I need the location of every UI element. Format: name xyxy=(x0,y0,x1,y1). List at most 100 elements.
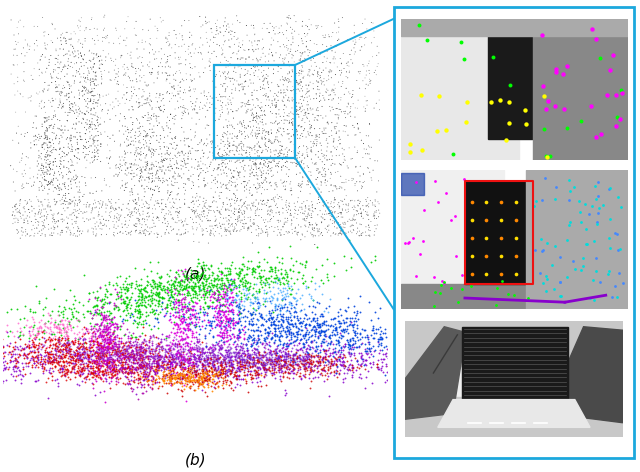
Point xyxy=(376,367,387,374)
Point xyxy=(273,153,284,160)
Point xyxy=(49,324,59,331)
Point xyxy=(164,352,174,360)
Point xyxy=(174,56,184,63)
Point xyxy=(70,338,81,346)
Point xyxy=(157,358,168,366)
Point xyxy=(282,287,292,294)
Point xyxy=(37,361,47,368)
Point xyxy=(42,147,52,155)
Point xyxy=(75,360,85,368)
Point xyxy=(140,96,150,103)
Point xyxy=(268,52,278,59)
Point xyxy=(211,73,221,80)
Point xyxy=(250,37,260,45)
Point xyxy=(172,164,182,172)
Point xyxy=(170,286,180,293)
Point xyxy=(0,356,2,363)
Point xyxy=(111,162,121,169)
Point xyxy=(144,146,154,154)
Point xyxy=(24,334,34,342)
Point xyxy=(267,164,277,171)
Point xyxy=(232,310,242,318)
Point xyxy=(249,334,259,342)
Point xyxy=(207,269,217,276)
Point xyxy=(291,160,301,167)
Point xyxy=(207,298,218,306)
Point xyxy=(120,358,131,366)
Point xyxy=(156,158,166,165)
Point xyxy=(240,282,250,290)
Point xyxy=(147,385,157,392)
Point xyxy=(158,363,168,371)
Point xyxy=(68,354,79,362)
Point xyxy=(229,338,239,346)
Point xyxy=(77,366,87,374)
Point xyxy=(269,320,279,328)
Point xyxy=(441,126,451,134)
Point xyxy=(178,36,188,43)
Point xyxy=(91,109,101,117)
Point xyxy=(282,178,292,185)
Point xyxy=(282,112,292,119)
Point xyxy=(62,223,72,231)
Point xyxy=(118,280,129,287)
Point xyxy=(307,338,317,346)
Point xyxy=(258,228,268,236)
Point xyxy=(173,170,184,178)
Point xyxy=(294,372,304,380)
Point xyxy=(283,315,293,322)
Point xyxy=(189,313,200,321)
Point xyxy=(266,327,276,335)
Point xyxy=(237,37,248,44)
Point xyxy=(207,351,218,359)
Point xyxy=(322,77,332,84)
Point xyxy=(195,213,205,221)
Point xyxy=(312,319,322,327)
Point xyxy=(102,349,113,357)
Point xyxy=(310,219,321,227)
Point xyxy=(91,372,101,379)
Point xyxy=(10,91,20,99)
Point xyxy=(358,154,368,161)
Point xyxy=(116,352,126,360)
Point xyxy=(49,355,60,363)
Point xyxy=(71,356,81,363)
Point xyxy=(260,128,271,136)
Point xyxy=(266,159,276,166)
Point xyxy=(258,84,268,92)
Point xyxy=(324,210,334,218)
Point xyxy=(141,287,151,295)
Point xyxy=(240,161,250,169)
Point xyxy=(25,356,35,363)
Point xyxy=(205,232,215,239)
Point xyxy=(135,313,145,321)
Point xyxy=(209,277,219,285)
Point xyxy=(124,141,134,149)
Point xyxy=(36,357,46,364)
Point xyxy=(61,224,71,231)
Point xyxy=(19,215,29,223)
Point xyxy=(90,350,100,358)
Point xyxy=(294,295,305,302)
Point xyxy=(28,124,38,131)
Point xyxy=(179,128,189,136)
Point xyxy=(155,92,165,99)
Point xyxy=(430,288,440,296)
Point xyxy=(104,348,114,356)
Point xyxy=(289,147,300,155)
Point xyxy=(176,216,186,224)
Point xyxy=(206,353,216,360)
Point xyxy=(147,112,157,119)
Point xyxy=(226,361,236,368)
Point xyxy=(258,92,268,99)
Point xyxy=(240,282,250,290)
Point xyxy=(186,76,196,84)
Point xyxy=(237,342,248,349)
Point xyxy=(232,340,243,348)
Point xyxy=(202,39,212,46)
Point xyxy=(291,275,301,283)
Point xyxy=(169,358,179,365)
Point xyxy=(219,308,229,316)
Point xyxy=(212,286,222,294)
Point xyxy=(87,224,97,232)
